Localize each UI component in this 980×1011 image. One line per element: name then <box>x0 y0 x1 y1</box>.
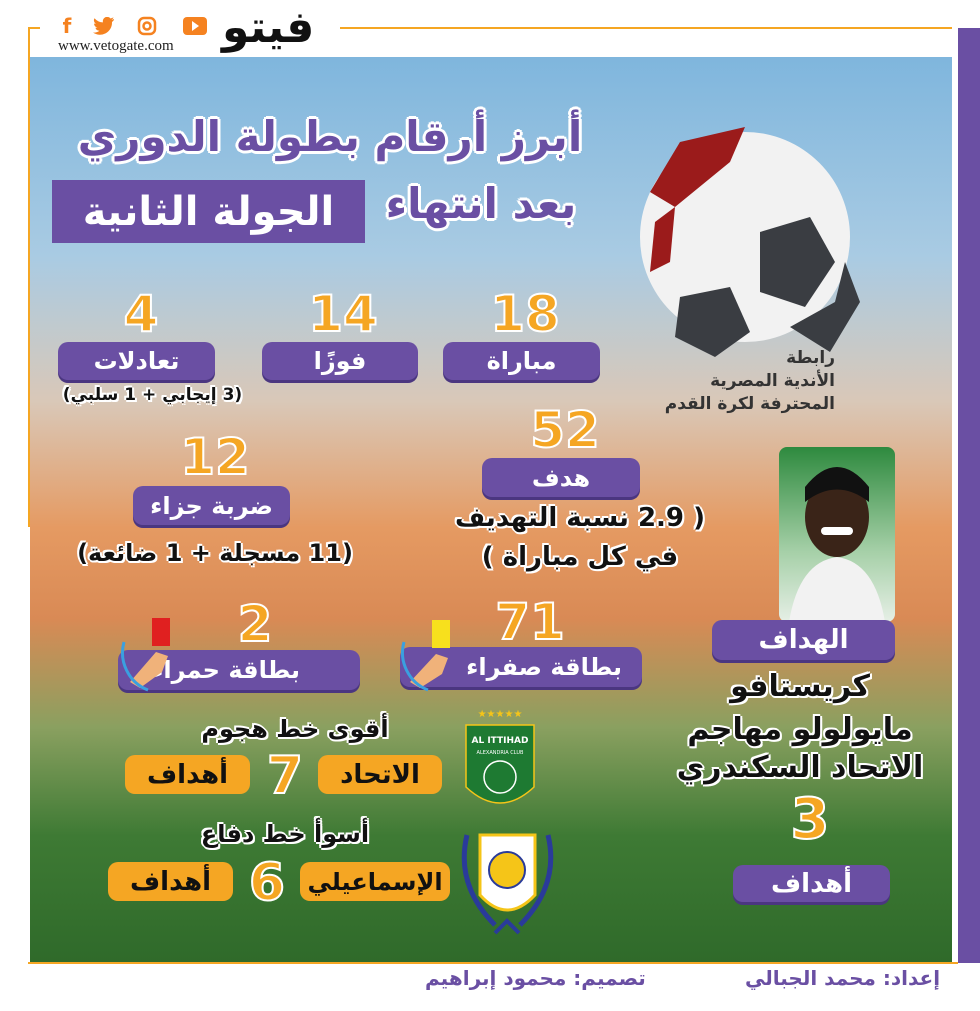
facebook-icon[interactable]: f <box>62 14 72 38</box>
top-scorer-name3: الاتحاد السكندري <box>676 750 924 785</box>
designed-by: تصميم: محمود إبراهيم <box>425 966 646 990</box>
top-scorer-goals-label: أهداف <box>733 865 890 902</box>
vetogate-logo: فيتو <box>222 2 315 53</box>
league-line3: المحترفة لكرة القدم <box>664 394 835 414</box>
al-ittihad-logo: ★★★★★ AL ITTIHAD ALEXANDRIA CLUB <box>465 709 535 804</box>
defense-goals: 6 <box>248 853 286 913</box>
player-photo <box>779 447 895 622</box>
goals-note2: في كل مباراة ) <box>481 542 679 572</box>
matches-value: 18 <box>489 285 561 343</box>
website-url[interactable]: www.vetogate.com <box>58 38 174 54</box>
penalties-value: 12 <box>179 428 251 486</box>
divider <box>28 27 30 527</box>
instagram-icon[interactable] <box>135 14 159 38</box>
goals-label: هدف <box>482 458 640 497</box>
yellow-cards-text: بطاقة صفراء <box>466 653 622 681</box>
top-scorer-label: الهداف <box>712 620 895 660</box>
prepared-by: إعداد: محمد الجبالي <box>745 966 941 990</box>
wins-value: 14 <box>307 285 379 343</box>
red-card-icon <box>121 618 170 692</box>
yellow-cards-label: بطاقة صفراء <box>400 647 642 687</box>
svg-text:AL ITTIHAD: AL ITTIHAD <box>472 736 529 746</box>
league-line2: الأندية المصرية <box>710 371 835 391</box>
top-scorer-name1: كريستافو <box>730 669 870 704</box>
title-line1: أبرز أرقام بطولة الدوري <box>77 112 583 161</box>
side-bar <box>958 28 980 963</box>
goals-note1: ( 2.9 نسبة التهديف <box>455 503 705 533</box>
wins-label: فوزًا <box>262 342 418 380</box>
infographic-canvas: رابطة الأندية المصرية المحترفة لكرة القد… <box>30 57 952 963</box>
red-cards-value: 2 <box>237 595 274 653</box>
matches-label: مباراة <box>443 342 600 380</box>
goals-value: 52 <box>529 401 601 459</box>
draws-label: تعادلات <box>58 342 215 380</box>
football-icon <box>640 127 860 357</box>
svg-text:★★★★★: ★★★★★ <box>478 709 523 720</box>
penalties-note: (11 مسجلة + 1 ضائعة) <box>77 539 353 567</box>
ismaily-logo <box>461 833 554 935</box>
attack-goals-label: أهداف <box>125 755 250 794</box>
divider <box>340 27 952 29</box>
top-scorer-goals: 3 <box>790 787 831 852</box>
red-cards-text: بطاقة حمراء <box>151 656 300 684</box>
yellow-cards-value: 71 <box>494 593 566 651</box>
penalties-label: ضربة جزاء <box>133 486 290 525</box>
title-highlight: الجولة الثانية <box>52 180 365 243</box>
attack-team: الاتحاد <box>318 755 442 794</box>
youtube-icon[interactable] <box>183 14 207 38</box>
divider <box>28 962 958 964</box>
defense-team: الإسماعيلي <box>300 862 450 901</box>
yellow-card-icon <box>401 620 450 692</box>
title-line2-prefix: بعد انتهاء <box>385 179 577 228</box>
svg-text:ALEXANDRIA CLUB: ALEXANDRIA CLUB <box>477 750 524 756</box>
league-logo-text: رابطة الأندية المصرية المحترفة لكرة القد… <box>630 347 835 416</box>
attack-goals: 7 <box>266 746 304 806</box>
league-line1: رابطة <box>786 348 835 368</box>
top-scorer-name2: مايولولو مهاجم <box>687 712 913 747</box>
defense-goals-label: أهداف <box>108 862 233 901</box>
attack-heading: أقوى خط هجوم <box>201 715 389 743</box>
twitter-icon[interactable] <box>92 14 116 38</box>
draws-note: (3 إيجابي + 1 سلبي) <box>62 385 243 405</box>
divider <box>28 27 40 29</box>
defense-heading: أسوأ خط دفاع <box>200 820 370 848</box>
draws-value: 4 <box>123 285 160 343</box>
